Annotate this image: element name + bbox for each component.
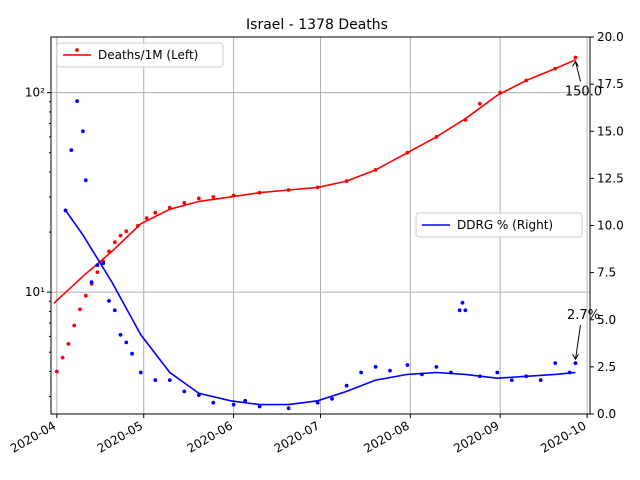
- deaths-point: [66, 342, 71, 346]
- deaths-annotation-label: 150.0: [565, 84, 602, 99]
- ddrg-point: [373, 365, 378, 369]
- ddrg-annotation-label: 2.7%: [567, 308, 600, 323]
- ddrg-point: [573, 361, 578, 365]
- deaths-point: [124, 229, 129, 234]
- ddrg-point: [130, 351, 135, 356]
- ddrg-point: [153, 378, 158, 382]
- ddrg-point: [81, 129, 85, 134]
- deaths-point: [211, 195, 216, 199]
- ddrg-point: [101, 261, 106, 266]
- deaths-point: [54, 369, 59, 374]
- ddrg-point: [167, 378, 172, 382]
- ddrg-point: [75, 99, 79, 103]
- deaths-line: [53, 59, 576, 304]
- annotation-arrowhead: [572, 60, 579, 67]
- ddrg-point: [463, 308, 468, 313]
- ddrg-point: [83, 178, 88, 183]
- annotation-arrow: [575, 325, 582, 360]
- deaths-point: [118, 233, 123, 238]
- ddrg-point: [457, 308, 462, 313]
- deaths-point: [573, 55, 578, 60]
- ddrg-point: [509, 378, 514, 382]
- legend-swatch-marker: [75, 48, 79, 52]
- annotation-arrow: [575, 61, 581, 82]
- right-y-tick-label: 0.0: [597, 407, 616, 421]
- ddrg-line: [64, 209, 576, 406]
- ddrg-point: [460, 300, 465, 305]
- right-y-tick-label: 12.5: [597, 171, 624, 185]
- deaths-point: [153, 210, 158, 215]
- ddrg-point: [118, 332, 123, 337]
- deaths-point: [83, 293, 88, 298]
- deaths-point: [144, 216, 149, 221]
- deaths-point: [72, 323, 77, 328]
- ddrg-point: [330, 397, 334, 401]
- ddrg-point: [315, 400, 320, 405]
- right-y-tick-label: 10.0: [597, 219, 624, 233]
- deaths-point: [182, 201, 187, 205]
- left-y-tick-label: 10²: [25, 86, 45, 100]
- ddrg-point: [434, 365, 439, 369]
- right-y-tick-label: 2.5: [597, 360, 616, 374]
- plot-area: [53, 55, 578, 411]
- ddrg-point: [257, 404, 262, 409]
- deaths-point: [196, 196, 201, 201]
- ddrg-point: [553, 361, 558, 365]
- right-y-tick-label: 17.5: [597, 77, 624, 91]
- legend-ddrg: DDRG % (Right): [415, 212, 583, 238]
- ddrg-point: [107, 299, 111, 303]
- ddrg-point: [344, 383, 349, 388]
- ddrg-point: [211, 400, 216, 405]
- ddrg-point: [89, 280, 94, 284]
- ddrg-point: [538, 378, 543, 382]
- ddrg-point: [495, 370, 500, 375]
- deaths-point: [78, 307, 82, 312]
- right-y-tick-label: 5.0: [597, 313, 616, 327]
- deaths-point: [60, 355, 65, 360]
- ddrg-point: [359, 370, 363, 375]
- ddrg-point: [138, 370, 143, 375]
- ddrg-point: [69, 148, 74, 153]
- deaths-point: [95, 270, 100, 274]
- ddrg-point: [388, 368, 392, 373]
- annotation-arrowhead: [572, 353, 579, 361]
- left-y-tick-label: 10¹: [25, 285, 45, 299]
- legends: Deaths/1M (Left) DDRG % (Right): [56, 42, 583, 238]
- ddrg-point: [112, 308, 117, 313]
- ddrg-point: [243, 398, 248, 403]
- legend-box: [56, 42, 224, 68]
- annotations: 150.0 2.7%: [565, 60, 602, 361]
- ddrg-point: [124, 340, 129, 345]
- legend-box: [415, 212, 583, 238]
- ddrg-point: [182, 389, 187, 394]
- ddrg-point: [286, 406, 291, 411]
- deaths-point: [112, 240, 117, 245]
- ddrg-point: [405, 363, 410, 367]
- right-y-tick-label: 20.0: [597, 30, 624, 44]
- deaths-point: [478, 101, 482, 106]
- legend-label: DDRG % (Right): [457, 218, 553, 232]
- legend-label: Deaths/1M (Left): [98, 48, 198, 62]
- ddrg-point: [231, 402, 236, 407]
- ddrg-point: [95, 263, 100, 267]
- right-y-tick-label: 7.5: [597, 266, 616, 280]
- right-y-tick-label: 15.0: [597, 124, 624, 138]
- legend-deaths: Deaths/1M (Left): [56, 42, 224, 68]
- chart-title: Israel - 1378 Deaths: [246, 17, 388, 33]
